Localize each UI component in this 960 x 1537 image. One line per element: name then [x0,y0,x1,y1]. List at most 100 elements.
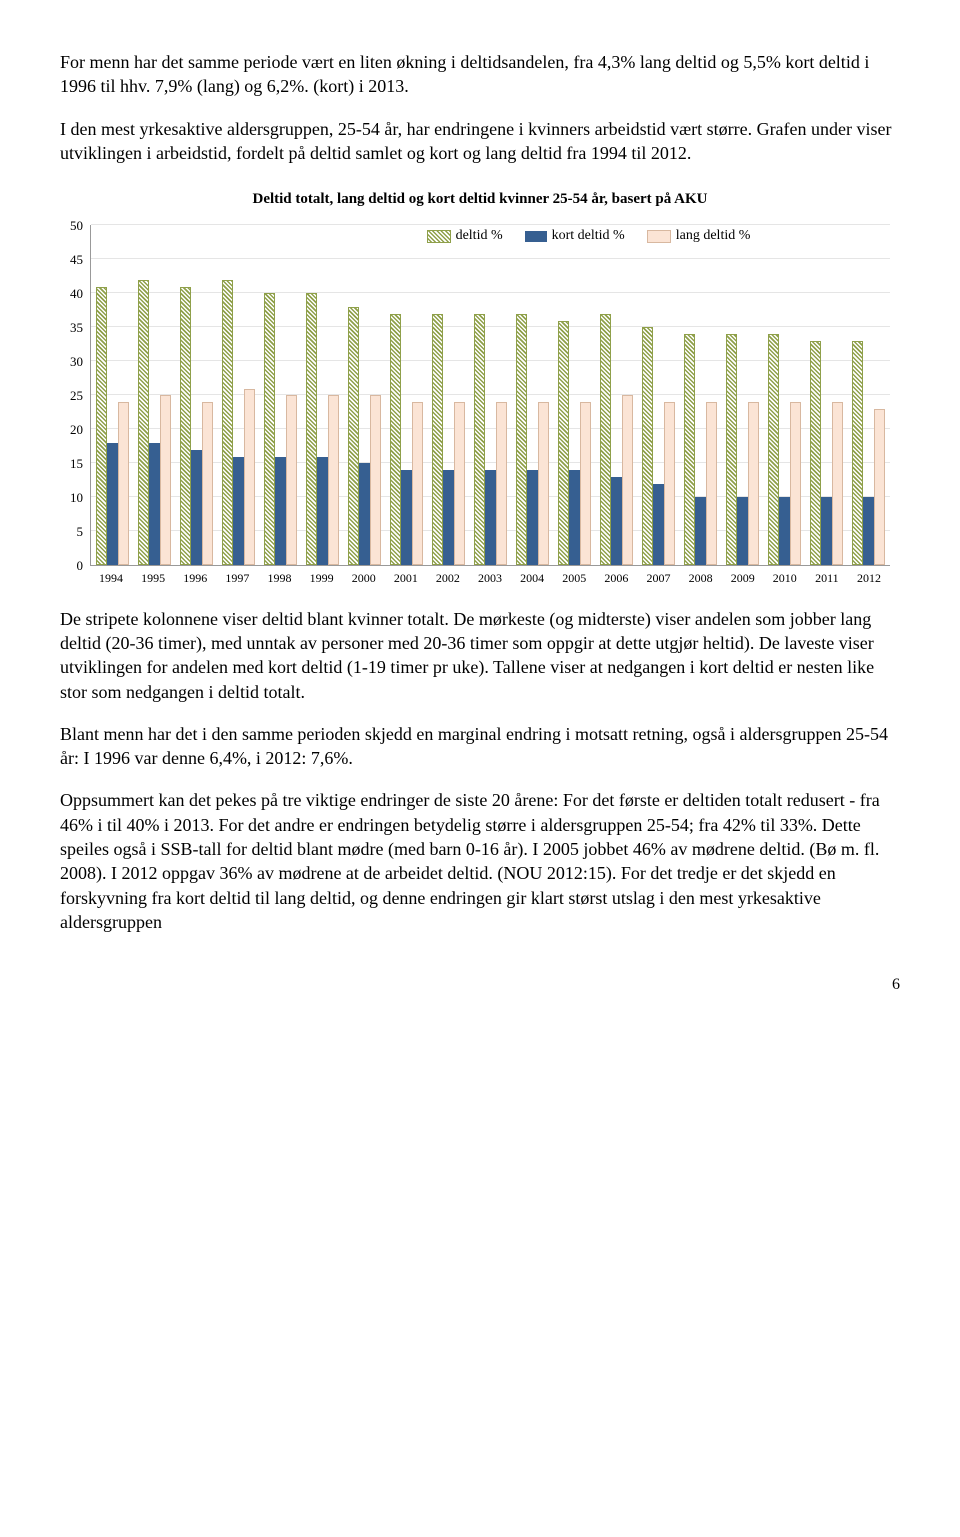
y-tick-label: 45 [57,251,83,269]
bar-kort [821,497,832,565]
bar-deltid [852,341,863,565]
bar-lang [244,389,255,566]
x-tick-label: 1999 [301,570,343,586]
bar-deltid [348,307,359,565]
legend-label-deltid: deltid % [456,227,503,246]
chart-bars [91,225,890,565]
chart-plot-area: deltid % kort deltid % lang deltid % 051… [90,225,890,566]
x-tick-label: 2000 [343,570,385,586]
y-tick-label: 0 [57,557,83,575]
year-group [427,225,469,565]
paragraph-1: For menn har det samme periode vært en l… [60,50,900,99]
year-group [217,225,259,565]
y-tick-label: 25 [57,387,83,405]
x-tick-label: 1995 [132,570,174,586]
year-group [133,225,175,565]
bar-kort [653,484,664,566]
chart-title: Deltid totalt, lang deltid og kort delti… [60,189,900,209]
x-tick-label: 2007 [637,570,679,586]
bar-kort [317,457,328,566]
paragraph-5: Oppsummert kan det pekes på tre viktige … [60,788,900,934]
x-tick-label: 1997 [216,570,258,586]
legend-item-lang: lang deltid % [647,227,751,246]
y-tick-label: 50 [57,217,83,235]
year-group [343,225,385,565]
bar-lang [748,402,759,565]
x-tick-label: 2011 [806,570,848,586]
bar-lang [370,395,381,565]
legend-label-lang: lang deltid % [676,227,751,246]
year-group [806,225,848,565]
bar-lang [286,395,297,565]
bar-deltid [684,334,695,565]
bar-kort [401,470,412,565]
bar-kort [107,443,118,565]
bar-deltid [222,280,233,566]
y-tick-label: 20 [57,421,83,439]
bar-deltid [768,334,779,565]
legend-item-deltid: deltid % [427,227,503,246]
y-tick-label: 40 [57,285,83,303]
legend-label-kort: kort deltid % [552,227,625,246]
bar-deltid [474,314,485,566]
bar-kort [779,497,790,565]
y-tick-label: 35 [57,319,83,337]
bar-deltid [138,280,149,566]
year-group [385,225,427,565]
bar-kort [569,470,580,565]
bar-deltid [96,287,107,566]
y-tick-label: 10 [57,489,83,507]
bar-kort [233,457,244,566]
bar-lang [874,409,885,565]
x-tick-label: 2004 [511,570,553,586]
legend-swatch-lang [647,230,671,243]
x-tick-label: 2010 [764,570,806,586]
bar-kort [611,477,622,565]
bar-kort [359,463,370,565]
bar-kort [863,497,874,565]
paragraph-2: I den mest yrkesaktive aldersgruppen, 25… [60,117,900,166]
bar-deltid [180,287,191,566]
x-tick-label: 1996 [174,570,216,586]
bar-kort [527,470,538,565]
year-group [764,225,806,565]
bar-deltid [558,321,569,566]
bar-lang [664,402,675,565]
bar-deltid [516,314,527,566]
year-group [175,225,217,565]
bar-lang [622,395,633,565]
legend-swatch-deltid [427,230,451,243]
x-axis-labels: 1994199519961997199819992000200120022003… [90,570,890,586]
bar-lang [538,402,549,565]
bar-lang [412,402,423,565]
bar-deltid [306,293,317,565]
year-group [91,225,133,565]
bar-lang [580,402,591,565]
bar-deltid [264,293,275,565]
chart-legend: deltid % kort deltid % lang deltid % [427,227,751,246]
bar-kort [485,470,496,565]
chart-container: Deltid totalt, lang deltid og kort delti… [60,189,900,586]
bar-deltid [390,314,401,566]
y-tick-label: 15 [57,455,83,473]
bar-kort [737,497,748,565]
y-tick-label: 5 [57,523,83,541]
year-group [511,225,553,565]
legend-swatch-kort [525,231,547,242]
bar-kort [149,443,160,565]
x-tick-label: 2002 [427,570,469,586]
bar-kort [443,470,454,565]
year-group [554,225,596,565]
bar-lang [160,395,171,565]
bar-kort [695,497,706,565]
bar-deltid [810,341,821,565]
y-axis-labels: 05101520253035404550 [61,225,87,565]
bar-lang [454,402,465,565]
x-tick-label: 2008 [680,570,722,586]
bar-deltid [642,327,653,565]
x-tick-label: 2003 [469,570,511,586]
x-tick-label: 2012 [848,570,890,586]
x-tick-label: 2005 [553,570,595,586]
bar-deltid [600,314,611,566]
bar-lang [832,402,843,565]
